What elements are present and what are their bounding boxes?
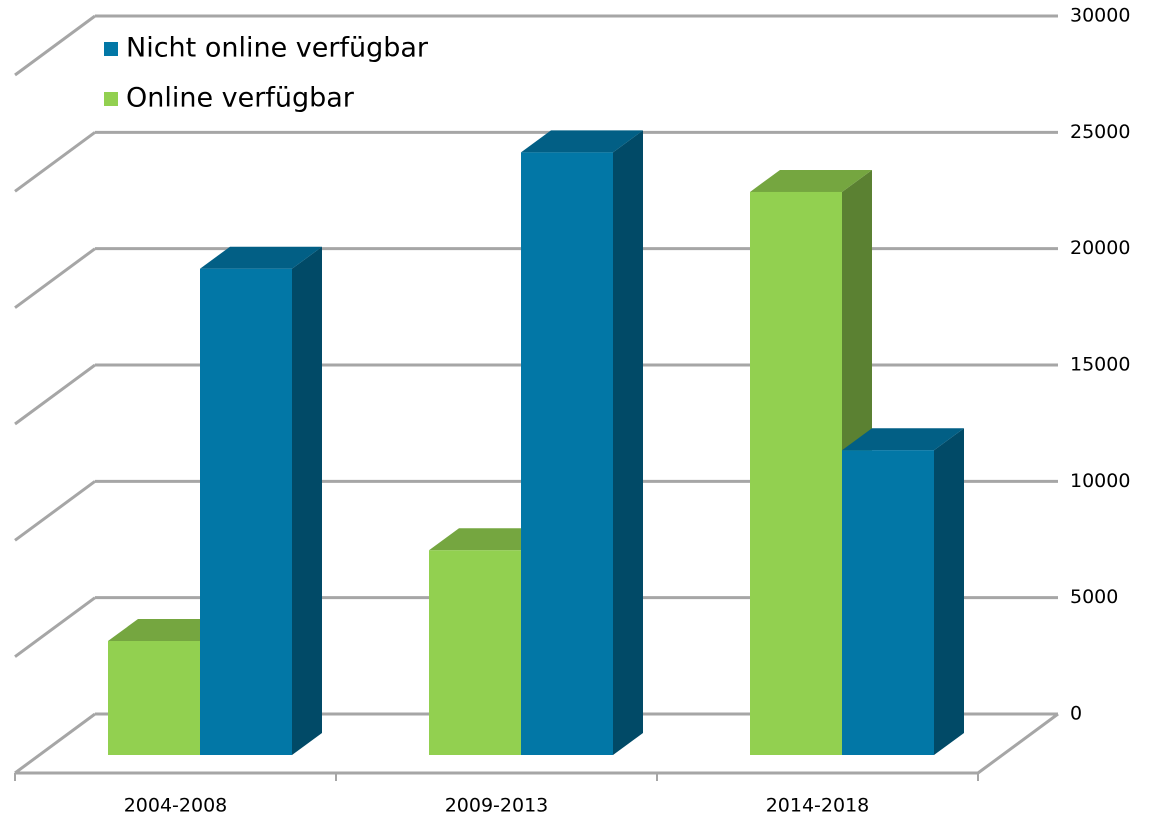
bar	[429, 550, 521, 755]
y-tick-label: 5000	[1070, 586, 1118, 608]
x-tick-label: 2004-2008	[124, 795, 228, 817]
legend-label: Online verfügbar	[126, 83, 355, 114]
grid-line	[14, 596, 96, 658]
bar-top	[842, 428, 964, 451]
y-tick-label: 25000	[1070, 121, 1130, 143]
bar	[750, 191, 842, 756]
y-tick-label: 0	[1070, 703, 1082, 725]
x-tick-label: 2014-2018	[766, 795, 870, 817]
legend-label: Nicht online verfügbar	[126, 33, 429, 64]
bar-top	[750, 169, 872, 192]
bar	[842, 450, 934, 755]
bar-top	[200, 246, 322, 269]
grid-line	[14, 131, 96, 193]
bar-side	[613, 130, 643, 756]
legend-swatch	[104, 42, 118, 56]
floor-edge	[977, 712, 1059, 775]
grid-line	[14, 480, 96, 542]
legend-swatch	[104, 92, 118, 106]
bar-top	[521, 130, 643, 153]
y-tick-label: 10000	[1070, 470, 1130, 492]
bar-top	[429, 528, 551, 551]
bar	[200, 268, 292, 755]
bar	[108, 640, 200, 755]
y-tick-label: 20000	[1070, 237, 1130, 259]
grid-line	[14, 712, 96, 775]
bar-side	[292, 246, 322, 755]
bar-top	[108, 618, 230, 641]
grid-line	[14, 363, 96, 426]
grid-line	[14, 14, 96, 77]
grid-line	[14, 247, 96, 309]
bar-side	[934, 428, 964, 755]
bar	[521, 152, 613, 756]
y-tick-label: 15000	[1070, 354, 1130, 376]
x-tick-label: 2009-2013	[445, 795, 549, 817]
y-tick-label: 30000	[1070, 5, 1130, 27]
